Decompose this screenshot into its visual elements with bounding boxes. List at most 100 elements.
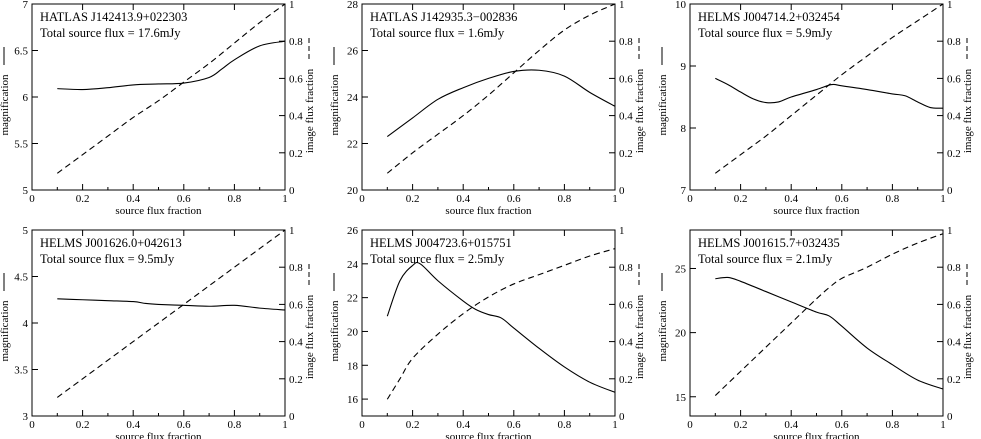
y-right-tick-label: 0.2 [289, 148, 303, 160]
x-axis-label: source flux fraction [773, 205, 860, 217]
y-left-tick-label: 25 [675, 263, 687, 275]
x-tick-label: 0.2 [734, 193, 748, 205]
y-left-tick-label: 7 [681, 185, 687, 197]
y-right-axis-label-group: image flux fraction [962, 35, 974, 153]
x-tick-label: 0.2 [734, 419, 748, 431]
y-left-tick-label: 22 [347, 293, 358, 305]
y-left-axis-label-group: magnification [329, 273, 341, 362]
y-right-tick-label: 0.6 [619, 73, 633, 85]
y-right-tick-label: 0.4 [289, 337, 303, 349]
y-left-axis-label-group: magnification [0, 47, 11, 136]
x-tick-label: 0.4 [126, 193, 140, 205]
y-right-tick-label: 1 [289, 0, 295, 11]
y-left-tick-label: 5 [23, 225, 29, 237]
source-name: HELMS J004714.2+032454 [698, 10, 841, 24]
y-left-tick-label: 8 [681, 123, 687, 135]
y-right-tick-label: 0.6 [619, 299, 633, 311]
x-tick-label: 1 [282, 419, 288, 431]
x-tick-label: 0.6 [835, 193, 849, 205]
y-right-tick-label: 0 [289, 411, 295, 423]
y-left-tick-label: 10 [675, 0, 687, 11]
x-tick-label: 0.6 [177, 419, 191, 431]
y-left-axis-label-group: magnification [0, 273, 11, 362]
y-left-tick-label: 20 [347, 185, 359, 197]
y-right-tick-label: 0.2 [619, 374, 633, 386]
x-axis-label: source flux fraction [115, 431, 202, 439]
magnification-curve [386, 261, 616, 393]
y-left-tick-label: 9 [681, 61, 687, 73]
y-left-tick-label: 6 [23, 92, 29, 104]
magnification-curve [715, 77, 944, 109]
magnification-curve [57, 40, 286, 91]
x-tick-label: 0.4 [784, 193, 798, 205]
chart-panel-6: 0 0.2 0.4 0.6 0.8 1 15 20 25 0 0.2 0.4 0.6 0.8 1 source… [657, 225, 974, 439]
x-tick-label: 1 [940, 193, 946, 205]
chart-panel-2: 0 0.2 0.4 0.6 0.8 1 20 22 24 26 28 0 0.2 0.4 0.6 0.8 1 so… [329, 0, 646, 217]
x-tick-label: 0.8 [228, 419, 242, 431]
y-right-tick-label: 0 [619, 185, 625, 197]
x-tick-label: 1 [282, 193, 288, 205]
y-right-tick-label: 0.4 [289, 111, 303, 123]
y-right-axis-label: image flux fraction [304, 294, 316, 379]
x-tick-label: 0.4 [456, 419, 470, 431]
y-left-tick-label: 20 [675, 328, 687, 340]
y-right-tick-label: 0.8 [947, 36, 961, 48]
total-source-flux: Total source flux = 2.5mJy [370, 252, 505, 266]
y-left-tick-label: 15 [675, 392, 687, 404]
y-right-tick-label: 0.2 [289, 374, 303, 386]
x-axis-label: source flux fraction [773, 431, 860, 439]
source-name: HATLAS J142935.3−002836 [370, 10, 517, 24]
y-right-tick-label: 1 [619, 0, 625, 11]
y-right-axis-label: image flux fraction [962, 68, 974, 153]
x-tick-label: 0 [359, 193, 365, 205]
x-tick-label: 0.2 [76, 193, 90, 205]
y-left-axis-label: magnification [657, 74, 669, 136]
image-flux-fraction-curve [386, 248, 616, 400]
y-right-tick-label: 0 [619, 411, 625, 423]
x-tick-label: 0 [29, 193, 35, 205]
y-right-tick-label: 0.4 [947, 111, 961, 123]
x-tick-label: 0.4 [126, 419, 140, 431]
x-tick-label: 0.8 [886, 419, 900, 431]
y-left-tick-label: 4.5 [14, 272, 28, 284]
total-source-flux: Total source flux = 1.6mJy [370, 26, 505, 40]
x-tick-label: 0.4 [456, 193, 470, 205]
y-right-axis-label: image flux fraction [304, 68, 316, 153]
y-left-axis-label-group: magnification [657, 47, 669, 136]
image-flux-fraction-curve [56, 3, 286, 174]
x-tick-label: 1 [612, 419, 618, 431]
y-right-tick-label: 0 [289, 185, 295, 197]
y-right-axis-label-group: image flux fraction [634, 261, 646, 379]
x-tick-label: 0.8 [558, 419, 572, 431]
y-right-tick-label: 1 [947, 225, 953, 237]
y-right-tick-label: 0 [947, 411, 953, 423]
y-right-axis-label-group: image flux fraction [962, 261, 974, 379]
y-left-tick-label: 6.5 [14, 46, 28, 58]
y-left-tick-label: 24 [347, 92, 359, 104]
x-tick-label: 0 [687, 419, 693, 431]
source-name: HELMS J004723.6+015751 [370, 236, 512, 250]
y-left-axis-label: magnification [329, 74, 341, 136]
total-source-flux: Total source flux = 17.6mJy [40, 26, 181, 40]
y-right-tick-label: 0.2 [619, 148, 633, 160]
x-axis-label: source flux fraction [445, 431, 532, 439]
y-right-tick-label: 0.4 [619, 337, 633, 349]
y-left-tick-label: 16 [347, 394, 359, 406]
y-right-tick-label: 0.6 [947, 73, 961, 85]
chart-panel-3: 0 0.2 0.4 0.6 0.8 1 7 8 9 10 0 0.2 0.4 0.6 0.8 1 source … [657, 0, 974, 217]
image-flux-fraction-curve [386, 3, 616, 174]
x-tick-label: 0.2 [406, 193, 420, 205]
y-left-tick-label: 18 [347, 360, 359, 372]
y-right-tick-label: 1 [619, 225, 625, 237]
x-tick-label: 0 [687, 193, 693, 205]
y-right-tick-label: 0.6 [947, 299, 961, 311]
y-left-axis-label: magnification [0, 300, 11, 362]
x-axis-label: source flux fraction [445, 205, 532, 217]
y-right-tick-label: 0.6 [289, 299, 303, 311]
source-name: HELMS J001615.7+032435 [698, 236, 840, 250]
x-tick-label: 0.2 [76, 419, 90, 431]
y-right-tick-label: 0.8 [619, 36, 633, 48]
y-left-tick-label: 5.5 [14, 139, 28, 151]
y-left-tick-label: 5 [23, 185, 29, 197]
